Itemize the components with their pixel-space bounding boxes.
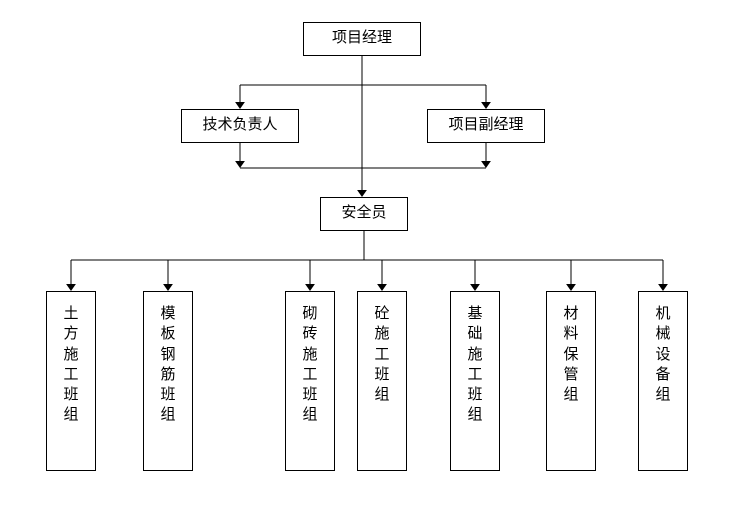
node-team-formwork-rebar: 模板钢筋班组 <box>143 291 193 471</box>
node-label: 项目副经理 <box>448 116 523 136</box>
node-team-masonry: 砌砖施工班组 <box>285 291 335 471</box>
org-chart: 项目经理 技术负责人 项目副经理 安全员 土方施工班组 模板钢筋班组 砌砖施工班… <box>0 0 730 519</box>
node-label: 项目经理 <box>332 29 392 49</box>
node-team-foundation: 基础施工班组 <box>450 291 500 471</box>
node-team-materials: 材料保管组 <box>546 291 596 471</box>
node-safety-officer: 安全员 <box>320 197 408 231</box>
node-tech-lead: 技术负责人 <box>181 109 299 143</box>
node-team-concrete: 砼施工班组 <box>357 291 407 471</box>
node-label: 材料保管组 <box>563 304 578 405</box>
node-label: 砌砖施工班组 <box>302 304 317 426</box>
node-label: 土方施工班组 <box>63 304 78 426</box>
node-label: 安全员 <box>341 204 386 224</box>
node-project-manager: 项目经理 <box>303 22 421 56</box>
node-label: 技术负责人 <box>202 116 277 136</box>
node-team-machinery: 机械设备组 <box>638 291 688 471</box>
node-label: 砼施工班组 <box>374 304 389 405</box>
node-deputy-manager: 项目副经理 <box>427 109 545 143</box>
node-team-earthwork: 土方施工班组 <box>46 291 96 471</box>
node-label: 基础施工班组 <box>467 304 482 426</box>
node-label: 模板钢筋班组 <box>160 304 175 426</box>
node-label: 机械设备组 <box>655 304 670 405</box>
